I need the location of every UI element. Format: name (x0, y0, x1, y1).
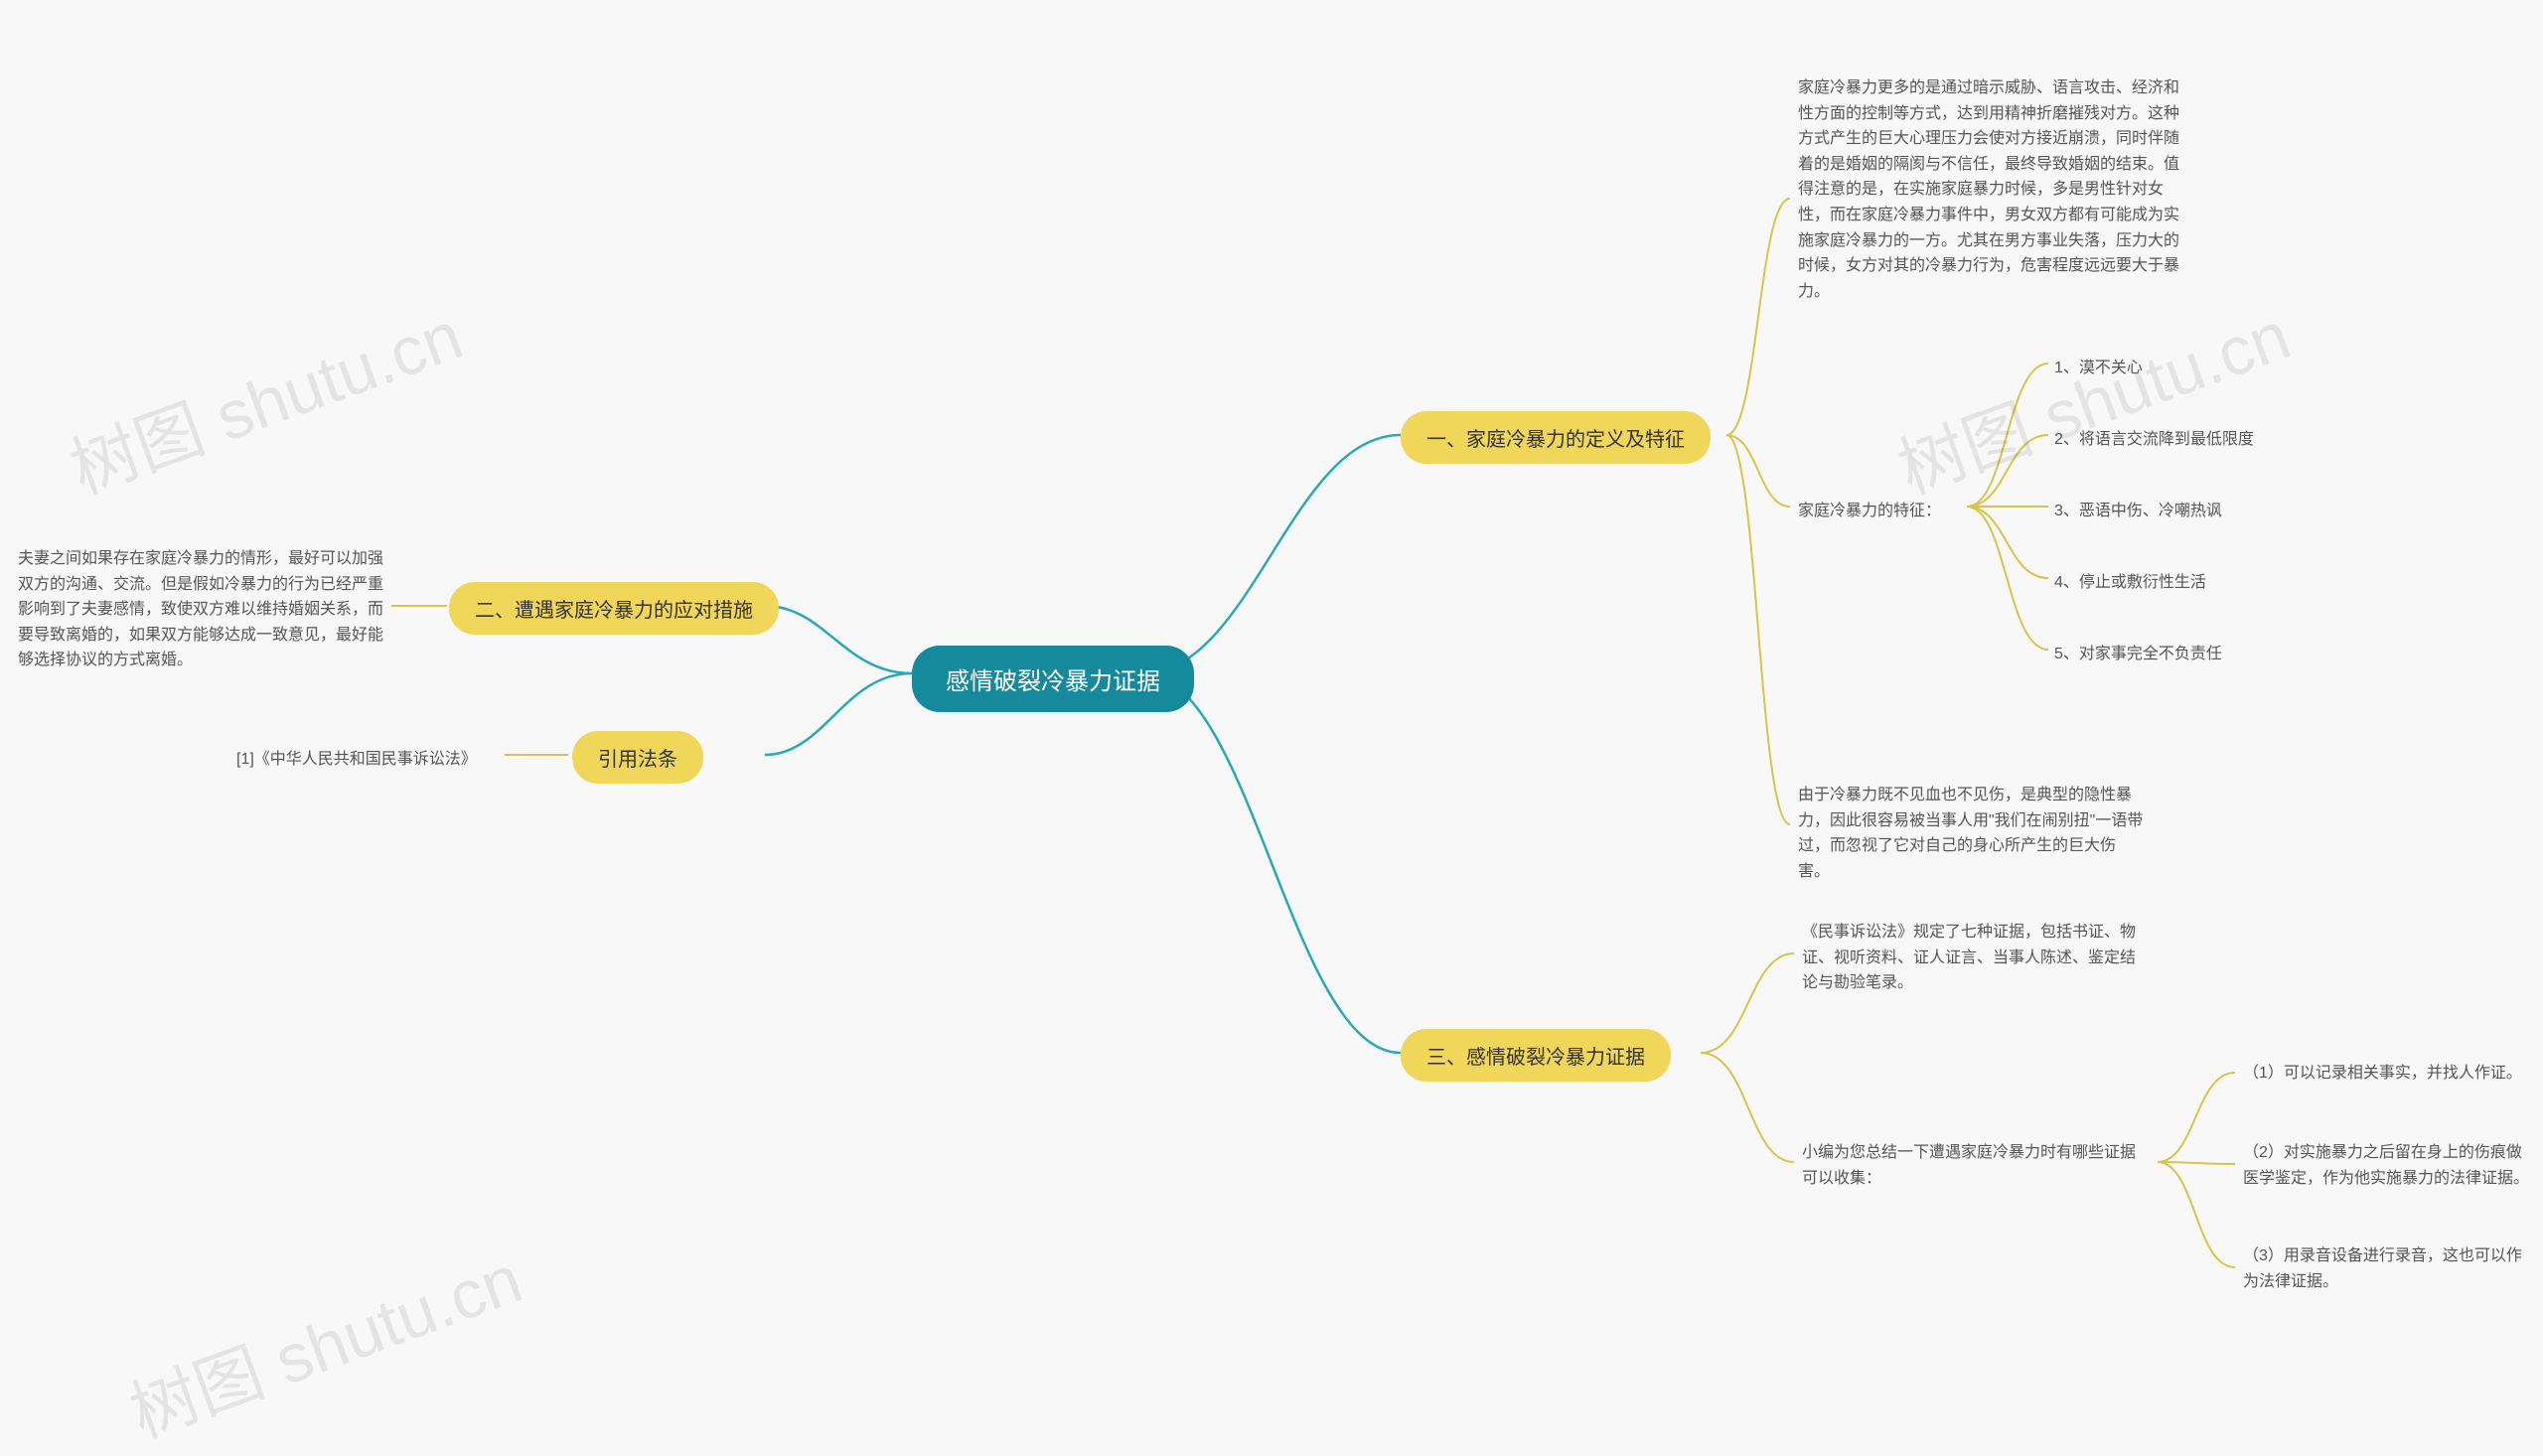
feature-item-2: 2、将语言交流降到最低限度 (2054, 425, 2254, 449)
watermark: 树图 shutu.cn (1882, 281, 2301, 513)
leaf-collect-label: 小编为您总结一下遭遇家庭冷暴力时有哪些证据可以收集： (1802, 1140, 2150, 1191)
feature-item-4: 4、停止或敷衍性生活 (2054, 568, 2206, 592)
leaf-definition-text: 家庭冷暴力更多的是通过暗示威胁、语言攻击、经济和性方面的控制等方式，达到用精神折… (1798, 75, 2185, 304)
collect-item-2: （2）对实施暴力之后留在身上的伤痕做医学鉴定，作为他实施暴力的法律证据。 (2243, 1140, 2531, 1191)
branch-definition[interactable]: 一、家庭冷暴力的定义及特征 (1401, 411, 1711, 464)
branch-measures[interactable]: 二、遭遇家庭冷暴力的应对措施 (449, 582, 779, 635)
leaf-features-label: 家庭冷暴力的特征： (1798, 497, 1941, 520)
feature-item-1: 1、漠不关心 (2054, 354, 2143, 377)
collect-item-3: （3）用录音设备进行录音，这也可以作为法律证据。 (2243, 1243, 2531, 1294)
leaf-law-seven: 《民事诉讼法》规定了七种证据，包括书证、物证、视听资料、证人证言、当事人陈述、鉴… (1802, 920, 2150, 996)
leaf-measures-text: 夫妻之间如果存在家庭冷暴力的情形，最好可以加强双方的沟通、交流。但是假如冷暴力的… (18, 546, 391, 673)
mindmap-root[interactable]: 感情破裂冷暴力证据 (912, 646, 1194, 712)
collect-item-1: （1）可以记录相关事实，并找人作证。 (2243, 1061, 2531, 1087)
feature-item-5: 5、对家事完全不负责任 (2054, 640, 2222, 663)
branch-citation[interactable]: 引用法条 (572, 731, 703, 784)
feature-item-3: 3、恶语中伤、冷嘲热讽 (2054, 497, 2222, 520)
leaf-hidden-violence: 由于冷暴力既不见血也不见伤，是典型的隐性暴力，因此很容易被当事人用"我们在闹别扭… (1798, 783, 2146, 884)
branch-evidence[interactable]: 三、感情破裂冷暴力证据 (1401, 1029, 1671, 1082)
leaf-citation-text: [1]《中华人民共和国民事诉讼法》 (236, 745, 477, 769)
watermark: 树图 shutu.cn (114, 1225, 532, 1456)
watermark: 树图 shutu.cn (55, 281, 473, 513)
